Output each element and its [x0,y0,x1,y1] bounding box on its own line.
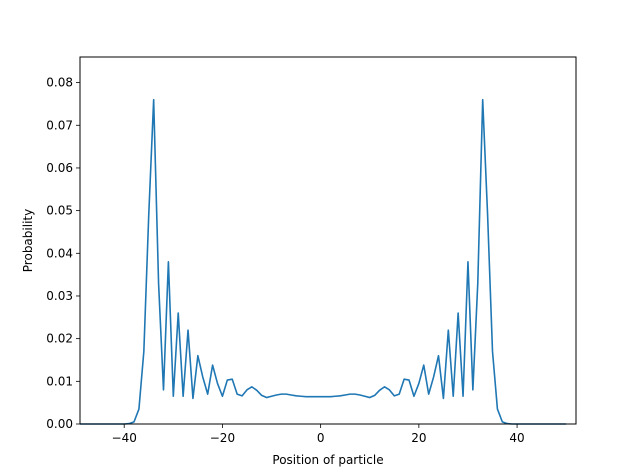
y-tick-label: 0.05 [46,204,73,218]
y-tick-label: 0.02 [46,332,73,346]
data-line-layer [80,98,567,425]
x-tick-label: 0 [317,431,325,445]
y-tick-label: 0.03 [46,289,73,303]
plot-frame [79,56,577,425]
y-tick-label: 0.06 [46,161,73,175]
series-line-0 [80,98,567,425]
x-tick-label: −20 [210,431,235,445]
x-tick-label: −40 [112,431,137,445]
y-tick-label: 0.04 [46,246,73,260]
x-axis-ticks: −40 −20 0 20 40 [112,424,525,445]
x-tick-label: 40 [509,431,524,445]
y-tick-label: 0.07 [46,118,73,132]
y-tick-label: 0.01 [46,374,73,388]
y-axis-label: Probability [21,209,35,272]
y-axis-ticks: 0.00 0.01 0.02 0.03 0.04 0.05 0.06 0.07 0.08 [46,76,80,431]
y-tick-label: 0.00 [46,417,73,431]
x-tick-label: 20 [411,431,426,445]
y-tick-label: 0.08 [46,76,73,90]
x-axis-label: Position of particle [272,453,383,467]
